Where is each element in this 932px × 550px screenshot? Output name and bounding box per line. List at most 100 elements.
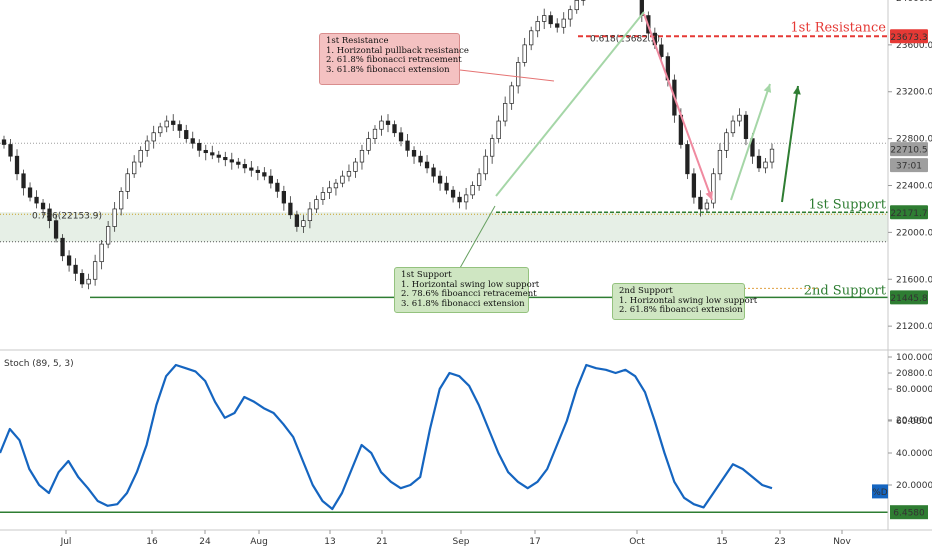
candle-body bbox=[92, 261, 98, 280]
candle-body bbox=[340, 175, 345, 184]
candle-body bbox=[704, 202, 710, 210]
candle-body bbox=[255, 169, 260, 173]
candle-body bbox=[66, 255, 72, 266]
candle-body bbox=[86, 278, 91, 285]
time-tick-label: Nov bbox=[833, 537, 851, 547]
resistance-note-line: 2. 61.8% fibonacci retracement bbox=[326, 55, 462, 65]
candle-body bbox=[164, 120, 169, 128]
resistance-note-line: 3. 61.8% fibonacci extension bbox=[326, 64, 450, 75]
candle-body bbox=[717, 149, 723, 175]
candle-body bbox=[418, 155, 423, 163]
stoch-line bbox=[0, 363, 773, 511]
candle-body bbox=[476, 173, 482, 186]
projection-arrow bbox=[730, 83, 771, 201]
candle-body bbox=[542, 15, 547, 22]
candle-body bbox=[561, 18, 566, 28]
support-zone bbox=[0, 212, 888, 242]
candle-body bbox=[431, 167, 436, 177]
candle-body bbox=[463, 194, 469, 203]
candle-body bbox=[769, 148, 775, 163]
candle-body bbox=[483, 155, 488, 175]
candle-body bbox=[548, 15, 553, 25]
candle-body bbox=[353, 161, 358, 172]
price-badge: 21445.8 bbox=[890, 290, 928, 305]
osc-tick-label: 100.0000 bbox=[896, 353, 932, 363]
candle-body bbox=[145, 140, 150, 151]
candle-body bbox=[320, 192, 326, 200]
osc-tick-label: 20.0000 bbox=[896, 481, 932, 491]
candle-body bbox=[522, 44, 527, 63]
candle-body bbox=[509, 85, 514, 104]
candle-body bbox=[99, 243, 104, 263]
support1-note-line: 2. 78.6% fiboancci retracement bbox=[401, 289, 537, 299]
candle-body bbox=[411, 149, 417, 157]
candle-body bbox=[405, 140, 410, 151]
candle-body bbox=[359, 149, 365, 163]
candle-body bbox=[698, 196, 703, 210]
candle-body bbox=[268, 175, 273, 184]
price-tick-label: 23600.0 bbox=[896, 41, 932, 51]
candle-body bbox=[333, 182, 339, 189]
time-tick-label: 15 bbox=[716, 537, 727, 547]
price-tick-label: 21600.0 bbox=[896, 275, 932, 285]
candle-body bbox=[73, 264, 78, 274]
support1-note-pointer bbox=[459, 205, 496, 269]
candle-body bbox=[503, 103, 508, 122]
price-badge-bg bbox=[890, 142, 928, 157]
candle-body bbox=[112, 208, 117, 227]
candle-body bbox=[685, 144, 690, 175]
candle-body bbox=[437, 175, 443, 184]
candle-body bbox=[574, 0, 579, 11]
price-badge-label: 22710.5 bbox=[890, 146, 927, 156]
price-tick-label: 21200.0 bbox=[896, 322, 932, 332]
osc-d-badge: %D bbox=[872, 484, 888, 499]
candle-body bbox=[489, 138, 495, 157]
time-tick-label: Sep bbox=[453, 537, 470, 547]
target-arrow-head bbox=[793, 86, 801, 95]
time-tick-label: 24 bbox=[199, 537, 211, 547]
target-arrow bbox=[781, 85, 799, 203]
price-tick-label: 22800.0 bbox=[896, 135, 932, 145]
price-tick-label: 24000.0 bbox=[896, 0, 932, 4]
candle-body bbox=[756, 155, 762, 169]
candle-body bbox=[53, 220, 59, 239]
candle-body bbox=[346, 171, 352, 177]
candle-body bbox=[79, 273, 85, 285]
candle-body bbox=[568, 9, 573, 20]
candle-body bbox=[763, 161, 768, 169]
osc-tick-label: 40.0000 bbox=[896, 449, 932, 459]
candle-body bbox=[307, 208, 313, 222]
candle-body bbox=[60, 237, 65, 257]
support1-note-title: 1st Support bbox=[401, 270, 452, 280]
price-badge-bg bbox=[890, 205, 928, 220]
candle-body bbox=[1, 139, 7, 145]
candle-body bbox=[105, 226, 111, 245]
price-badge: 23673.3 bbox=[890, 29, 928, 44]
resistance-note-line: 1. Horizontal pullback resistance bbox=[326, 45, 469, 56]
candle-body bbox=[281, 191, 287, 204]
osc-value-badge-bg bbox=[890, 505, 928, 520]
time-tick-label: 13 bbox=[324, 537, 335, 547]
price-tick-label: 20400.0 bbox=[896, 416, 932, 426]
support2-label: 2nd Support bbox=[804, 283, 887, 298]
support1-note: 1st Support 1. Horizontal swing low supp… bbox=[394, 267, 540, 313]
candle-body bbox=[21, 173, 26, 189]
candle-body bbox=[730, 120, 736, 134]
projection-arrow-head bbox=[763, 84, 772, 93]
candle-body bbox=[366, 138, 371, 151]
price-badge-label: 22171.7 bbox=[890, 209, 927, 219]
time-tick-label: 16 bbox=[146, 537, 158, 547]
support2-note-title: 2nd Support bbox=[619, 286, 673, 296]
price-badge: 37:01 bbox=[890, 158, 928, 173]
price-badge-label: 37:01 bbox=[896, 162, 922, 172]
candle-body bbox=[379, 120, 384, 130]
time-tick-label: Jul bbox=[60, 537, 72, 547]
candle-body bbox=[398, 132, 404, 142]
candle-body bbox=[516, 62, 521, 87]
osc-title: Stoch (89, 5, 3) bbox=[4, 359, 74, 369]
support1-note-line: 1. Horizontal swing low support bbox=[401, 279, 540, 290]
resistance-note: 1st Resistance 1. Horizontal pullback re… bbox=[319, 33, 469, 85]
candle-body bbox=[444, 182, 449, 191]
